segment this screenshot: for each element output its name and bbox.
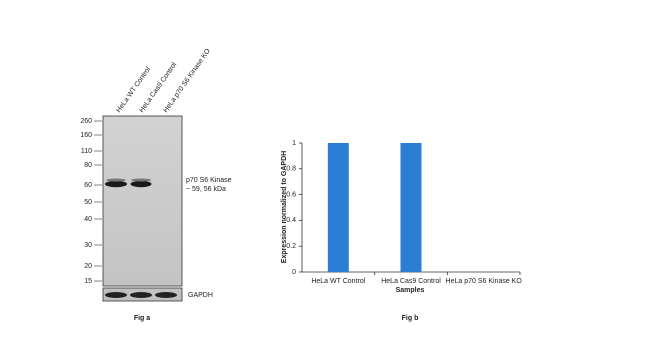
band [131, 178, 151, 182]
y-tick-label: 0.6 [286, 191, 296, 198]
blot [102, 115, 183, 287]
y-tick-label: 0 [292, 269, 296, 276]
y-tick-label: 1 [292, 140, 296, 147]
y-tick-label: 0.2 [286, 243, 296, 250]
marker-label: 110 [81, 148, 92, 155]
y-tick-label: 0.8 [286, 166, 296, 173]
marker-label: 20 [84, 263, 92, 270]
y-axis-label: Expression normalized to GAPDH [281, 151, 288, 263]
band-label: p70 S6 Kinase [186, 177, 232, 184]
marker-label: 15 [84, 278, 92, 285]
x-tick-label: HeLa p70 S6 Kinase KO [446, 278, 523, 285]
band [130, 180, 152, 188]
lane-label: HeLa p70 S6 Kinase KO [162, 47, 212, 114]
band [130, 292, 152, 298]
marker-label: 50 [84, 199, 92, 206]
x-axis-label: Samples [396, 287, 425, 294]
marker-label: 160 [80, 132, 92, 139]
y-tick-label: 0.4 [286, 217, 296, 224]
x-tick-label: HeLa WT Control [311, 278, 365, 285]
bar [400, 143, 422, 272]
marker-label: 260 [80, 118, 92, 125]
marker-label: 80 [84, 162, 92, 169]
marker-label: 60 [84, 182, 92, 189]
gapdh-label: GAPDH [188, 292, 213, 299]
bar [327, 143, 349, 272]
band [105, 292, 127, 298]
caption: Fig b [402, 315, 419, 322]
x-tick-label: HeLa Cas9 Control [381, 278, 441, 285]
caption: Fig a [134, 315, 150, 322]
marker-label: 40 [84, 216, 92, 223]
band [106, 178, 126, 182]
band-label: ~ 59, 56 kDa [186, 186, 226, 193]
marker-label: 30 [84, 242, 92, 249]
band [155, 292, 177, 298]
band [105, 180, 127, 188]
